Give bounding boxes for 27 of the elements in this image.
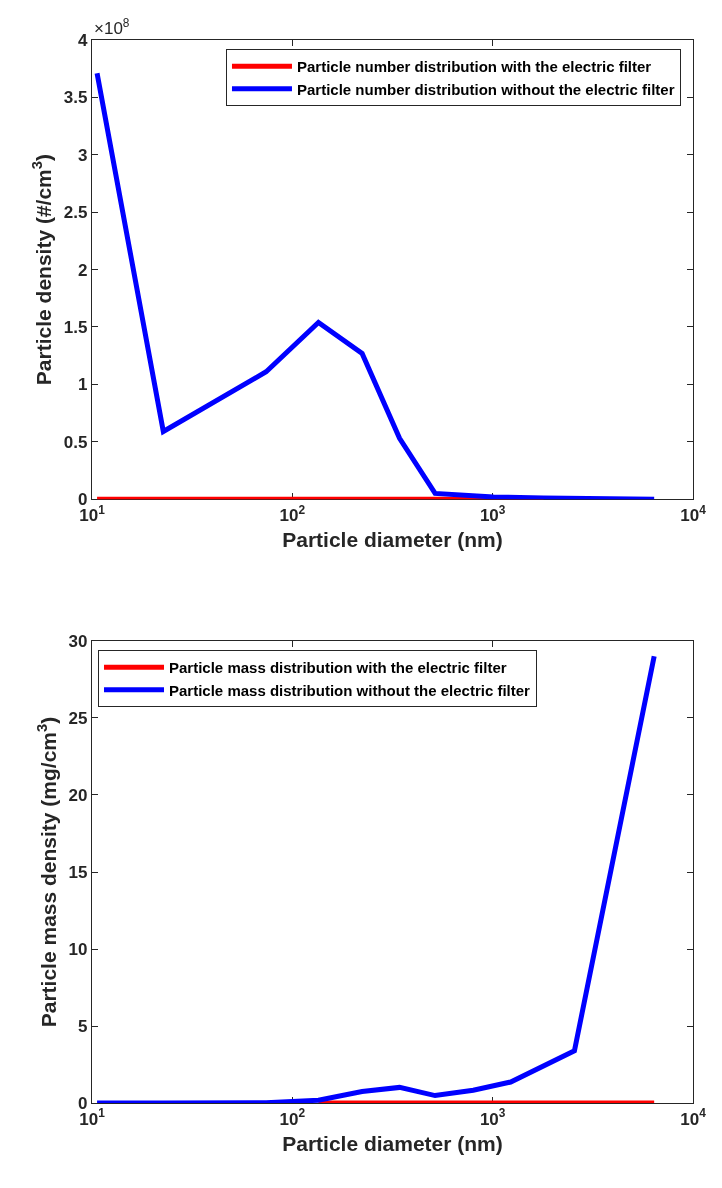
legend-label: Particle number distribution with the electric filter [296, 58, 652, 76]
y-tick-label: 1 [78, 375, 88, 395]
y-tick-label: 3.5 [63, 88, 88, 108]
y-tick-label: 5 [78, 1017, 88, 1037]
legend-label: Particle number distribution without the electric filter [296, 80, 675, 98]
x-tick-label: 10$^{3}$ [479, 502, 506, 525]
x-axis-title: Particle diameter (nm) [282, 527, 503, 551]
y-tick-label: 30 [68, 631, 88, 651]
y-tick-label: 0.5 [63, 432, 88, 452]
text: ×10$^{8}$ [94, 16, 130, 39]
y-tick-label: 3 [78, 145, 88, 165]
x-tick-label: 10$^{2}$ [279, 1106, 306, 1129]
x-tick-label: 10$^{4}$ [680, 502, 707, 525]
x-axis-title: Particle diameter (nm) [282, 1131, 503, 1155]
y-tick-label: 15 [68, 862, 88, 882]
y-tick-label: 2.5 [63, 203, 88, 223]
y-tick-label: 1.5 [63, 317, 88, 337]
legend-label: Particle mass distribution without the electric filter [169, 681, 531, 699]
y-tick-label: 25 [68, 708, 88, 728]
x-tick-label: 10$^{2}$ [279, 502, 306, 525]
x-tick-label: 10$^{4}$ [680, 1106, 707, 1129]
y-tick-label: 4 [78, 30, 89, 50]
x-tick-label: 10$^{3}$ [479, 1106, 506, 1129]
y-tick-label: 10 [68, 940, 88, 959]
y-tick-label: 2 [78, 260, 88, 280]
y-tick-label: 20 [68, 785, 88, 805]
legend-label: Particle mass distribution with the electric filter [169, 659, 507, 677]
